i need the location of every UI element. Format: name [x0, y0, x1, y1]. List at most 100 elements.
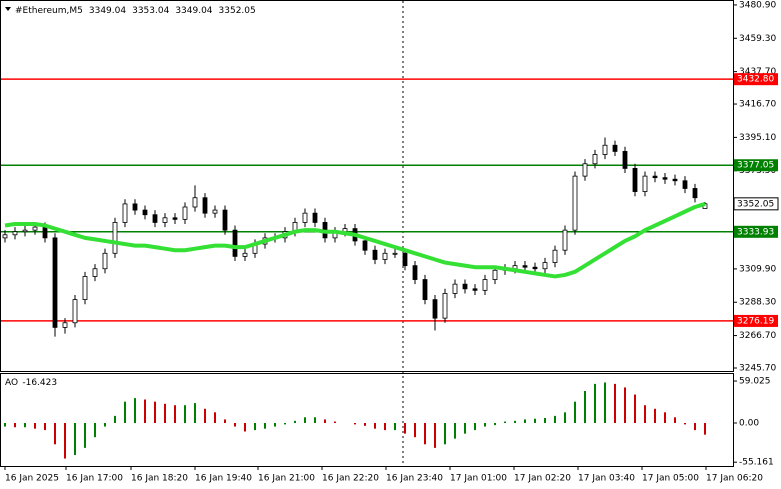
candle-body	[472, 288, 478, 291]
candle-body	[612, 144, 618, 152]
level-label-box	[734, 159, 778, 172]
candle-body	[2, 234, 8, 239]
moving-average	[4, 201, 706, 279]
x-tick-label: 17 Jan 03:40	[578, 474, 635, 484]
candle-body	[392, 252, 398, 255]
candle-body	[662, 177, 668, 180]
x-tick-label: 17 Jan 02:20	[514, 474, 571, 484]
candle-body	[632, 168, 638, 192]
candle-body	[312, 212, 318, 223]
candle-body	[552, 249, 558, 263]
main-panel	[0, 0, 734, 372]
title-part: 3352.05	[219, 6, 256, 16]
candle-body	[172, 217, 178, 220]
candle-body	[642, 175, 648, 192]
candle-body	[22, 229, 28, 233]
candle-body	[532, 266, 538, 270]
ao-current: -16.423	[22, 378, 57, 388]
title-part: 3349.04	[175, 6, 212, 16]
price-label-box	[733, 197, 779, 211]
candle-body	[362, 240, 368, 251]
candle-body	[102, 252, 108, 270]
candle-body	[622, 151, 628, 169]
ao-title: AO -16.423	[5, 378, 57, 388]
candle-body	[452, 283, 458, 294]
candle-body	[62, 322, 68, 328]
ao-panel	[0, 373, 734, 467]
candle-body	[382, 252, 388, 260]
y-tick-label: 3437.70	[739, 67, 776, 77]
y-tick-label: 3245.70	[739, 363, 776, 373]
title-part: 3349.04	[89, 6, 126, 16]
level-label: 3276.19	[737, 316, 774, 326]
candle-body	[142, 209, 148, 216]
candle-body	[72, 299, 78, 324]
candle-body	[412, 265, 418, 280]
candle-body	[562, 229, 568, 251]
level-label-box	[734, 314, 778, 327]
candle-body	[402, 252, 408, 267]
candle-body	[12, 231, 18, 236]
x-tick-label: 16 Jan 21:00	[258, 474, 315, 484]
candle-body	[302, 212, 308, 223]
price-label: 3352.05	[737, 199, 774, 209]
title-part: #Ethereum,M5	[15, 6, 83, 16]
ao-y-tick-label: -55.161	[739, 458, 774, 468]
candle-body	[462, 283, 468, 290]
candle-body	[52, 237, 58, 328]
candle-body	[422, 279, 428, 301]
candle-body	[692, 188, 698, 199]
candle-body	[572, 175, 578, 231]
ao-y-tick-label: 0.00	[739, 418, 759, 428]
x-tick-label: 17 Jan 06:20	[706, 474, 763, 484]
level-label-box	[734, 225, 778, 238]
candle-body	[32, 226, 38, 231]
x-tick-label: 16 Jan 18:20	[131, 474, 188, 484]
y-tick-label: 3480.90	[739, 0, 776, 10]
candle-body	[122, 203, 128, 223]
ao-y-tick-label: 59.025	[739, 377, 771, 387]
candle-body	[212, 209, 218, 214]
candle-body	[522, 265, 528, 268]
candle-body	[592, 154, 598, 165]
candle-body	[112, 222, 118, 254]
x-tick-label: 16 Jan 2025	[5, 474, 59, 484]
y-tick-label: 3395.10	[739, 133, 776, 143]
x-tick-label: 16 Jan 17:00	[66, 474, 123, 484]
y-tick-label: 3459.30	[739, 34, 776, 44]
candle-body	[182, 206, 188, 220]
candle-body	[482, 279, 488, 291]
y-tick-label: 3266.70	[739, 331, 776, 341]
candle-body	[202, 197, 208, 214]
x-tick-label: 16 Jan 23:40	[386, 474, 443, 484]
candle-body	[232, 229, 238, 257]
candle-body	[542, 262, 548, 270]
candle-body	[372, 249, 378, 260]
level-label: 3432.80	[737, 75, 774, 85]
candle-body	[82, 276, 88, 301]
candle-body	[672, 178, 678, 182]
candle-body	[602, 144, 608, 155]
symbol-arrow	[5, 7, 11, 11]
y-tick-label: 3416.70	[739, 100, 776, 110]
x-tick-label: 16 Jan 22:20	[322, 474, 379, 484]
candle-body	[42, 226, 48, 239]
candle-body	[652, 175, 658, 179]
x-tick-label: 16 Jan 19:40	[195, 474, 252, 484]
candle-body	[432, 299, 438, 319]
level-label: 3333.93	[737, 227, 774, 237]
y-tick-label: 3309.90	[739, 264, 776, 274]
candle-body	[242, 252, 248, 257]
candle-body	[442, 293, 448, 319]
candle-body	[132, 203, 138, 211]
x-tick-label: 17 Jan 05:00	[642, 474, 699, 484]
candle-body	[152, 214, 158, 223]
level-label-box	[734, 73, 778, 86]
candle-body	[92, 268, 98, 277]
candle-body	[162, 217, 168, 223]
x-tick-label: 17 Jan 01:00	[450, 474, 507, 484]
chart-title: #Ethereum,M5 3349.04 3353.04 3349.04 3352.05	[15, 6, 256, 16]
candle-body	[682, 180, 688, 189]
ao-name: AO	[5, 378, 18, 388]
